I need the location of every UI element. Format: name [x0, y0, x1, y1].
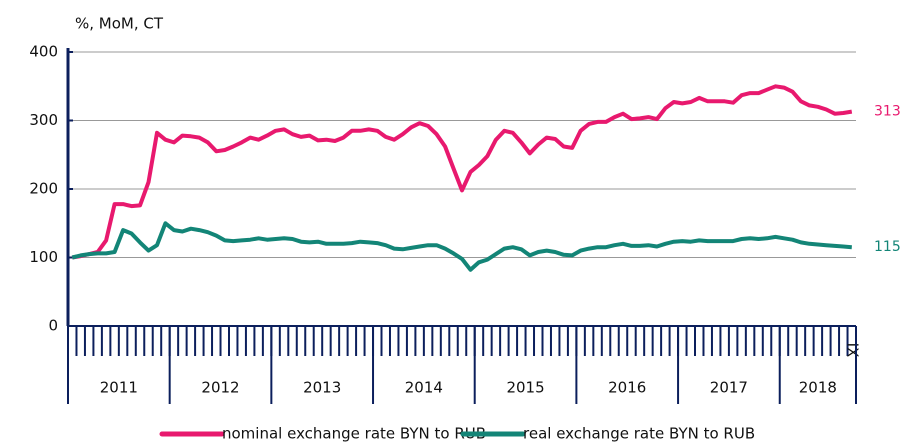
series-line — [71, 84, 853, 260]
year-label: 2015 — [506, 379, 544, 397]
year-label: 2018 — [799, 379, 837, 397]
year-label: 2017 — [710, 379, 748, 397]
year-label: 2012 — [201, 379, 239, 397]
legend-label: nominal exchange rate BYN to RUB — [222, 425, 486, 443]
end-label: 313 — [874, 104, 901, 120]
year-label: 2016 — [608, 379, 646, 397]
y-tick-label: 100 — [29, 248, 58, 266]
y-tick-label: 400 — [29, 43, 58, 61]
year-label: 2014 — [405, 379, 443, 397]
year-label: 2013 — [303, 379, 341, 397]
chart-title: %, MoM, CT — [75, 15, 164, 33]
end-label: 115 — [874, 239, 901, 255]
legend-label: real exchange rate BYN to RUB — [523, 425, 755, 443]
y-tick-label: 300 — [29, 111, 58, 129]
series-line — [71, 221, 852, 272]
y-tick-label: 0 — [48, 317, 58, 335]
year-label: 2011 — [100, 379, 138, 397]
x-tick-label: IX — [843, 343, 861, 358]
y-tick-label: 200 — [29, 180, 58, 198]
